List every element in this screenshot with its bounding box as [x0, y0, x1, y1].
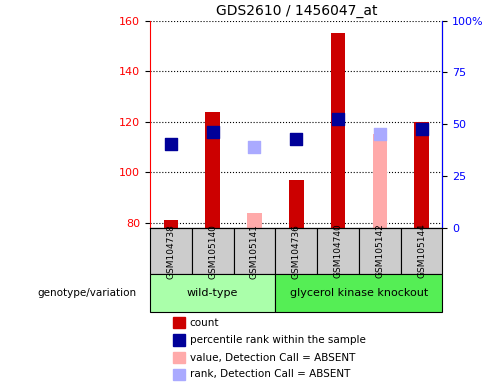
Bar [234, 228, 275, 274]
Text: GSM105142: GSM105142 [375, 224, 385, 278]
Point [376, 131, 384, 137]
Text: rank, Detection Call = ABSENT: rank, Detection Call = ABSENT [189, 369, 350, 379]
Point [418, 126, 426, 132]
Point [334, 116, 342, 122]
Bar [317, 228, 359, 274]
Bar [275, 274, 443, 312]
Bar [289, 180, 304, 228]
Bar [247, 213, 262, 228]
Bar [205, 112, 220, 228]
Bar [372, 134, 387, 228]
Bar [359, 228, 401, 274]
Text: GSM104740: GSM104740 [333, 224, 343, 278]
Title: GDS2610 / 1456047_at: GDS2610 / 1456047_at [216, 4, 377, 18]
Bar [150, 228, 192, 274]
Text: GSM105144: GSM105144 [417, 224, 426, 278]
Text: value, Detection Call = ABSENT: value, Detection Call = ABSENT [189, 353, 355, 362]
Bar [150, 274, 275, 312]
Point [292, 136, 300, 142]
Bar [173, 334, 184, 346]
Bar [331, 33, 346, 228]
Bar [173, 352, 184, 363]
Point [209, 129, 217, 135]
Point [167, 141, 175, 147]
Bar [173, 369, 184, 380]
Text: percentile rank within the sample: percentile rank within the sample [189, 335, 366, 345]
Text: wild-type: wild-type [187, 288, 239, 298]
Text: GSM105140: GSM105140 [208, 223, 217, 278]
Bar [414, 122, 429, 228]
Text: glycerol kinase knockout: glycerol kinase knockout [290, 288, 428, 298]
Bar [275, 228, 317, 274]
Text: GSM105141: GSM105141 [250, 223, 259, 278]
Bar [173, 317, 184, 328]
Point [250, 144, 258, 150]
Text: count: count [189, 318, 219, 328]
Bar [163, 220, 178, 228]
Text: genotype/variation: genotype/variation [37, 288, 136, 298]
Text: GSM104736: GSM104736 [292, 223, 301, 278]
Text: GSM104738: GSM104738 [166, 223, 175, 278]
Bar [401, 228, 443, 274]
Bar [192, 228, 234, 274]
